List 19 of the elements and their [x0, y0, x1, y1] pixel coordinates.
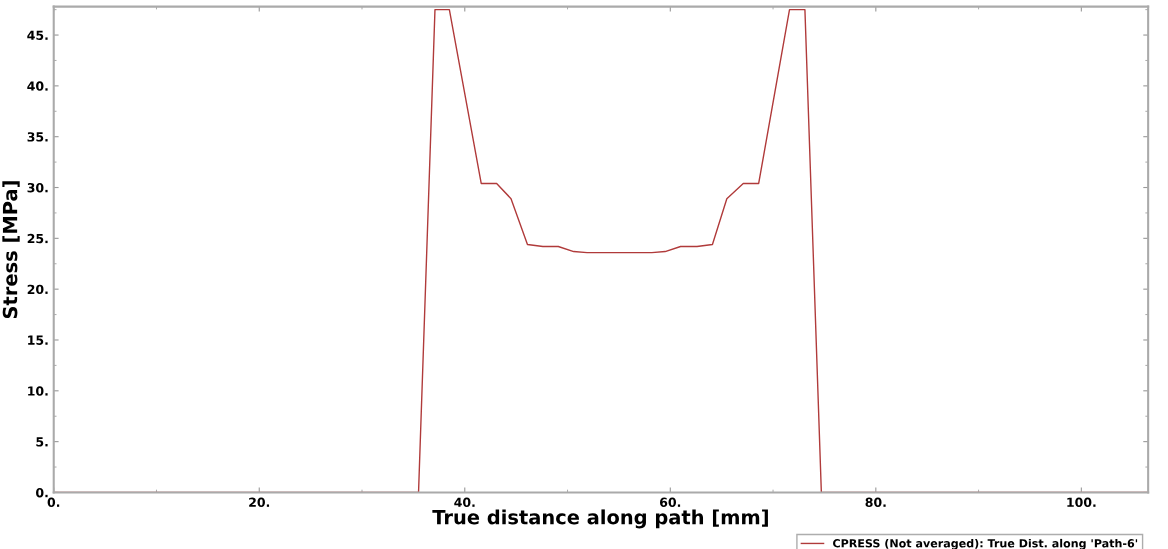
- x-tick-label: 0.: [47, 497, 60, 507]
- x-tick-label: 80.: [865, 497, 886, 507]
- y-tick-label: 20.: [27, 284, 48, 295]
- y-axis-title: Stress [MPa]: [2, 181, 20, 319]
- y-tick-label: 45.: [27, 30, 48, 40]
- x-tick-label: 60.: [660, 497, 681, 507]
- x-tick-label: 20.: [249, 497, 270, 507]
- y-tick-label: 35.: [27, 132, 48, 142]
- y-tick-label: 25.: [27, 233, 48, 244]
- y-tick-label: 15.: [28, 335, 48, 345]
- y-tick-label: 40.: [27, 81, 48, 91]
- y-tick-label: 0.: [36, 487, 48, 498]
- y-tick-label: 10.: [28, 386, 48, 396]
- y-tick-label: 5.: [36, 437, 48, 447]
- y-tick-label: 30.: [27, 182, 48, 193]
- legend-label: CPRESS (Not averaged): True Dist. along 'Path-6': [833, 538, 1138, 549]
- x-tick-label: 100.: [1067, 497, 1096, 507]
- x-tick-label: 40.: [454, 497, 475, 507]
- x-axis-title: True distance along path [mm]: [432, 509, 768, 529]
